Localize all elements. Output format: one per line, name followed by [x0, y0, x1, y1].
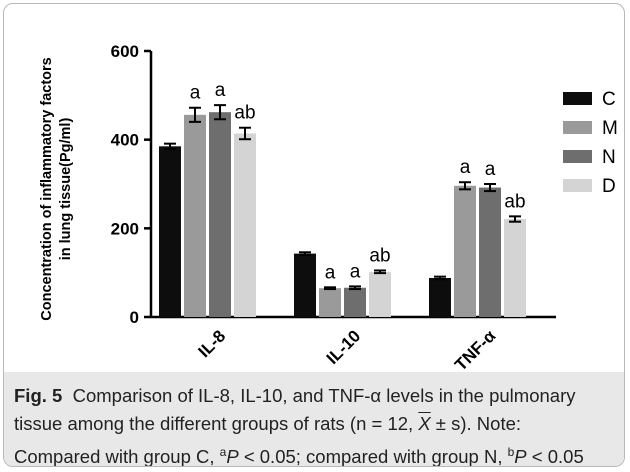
caption-line-3: Compared with group C, aP < 0.05; compar… — [14, 438, 612, 467]
caption-sup-b: b — [507, 445, 515, 459]
x-tick-label: TNF-α — [451, 326, 500, 372]
x-tick-label: IL-8 — [195, 326, 230, 361]
y-tick-label: 600 — [111, 42, 139, 61]
y-tick-label: 0 — [130, 308, 139, 327]
figure-frame: 0 200 400 600 Concentration of inflammatory … — [3, 3, 625, 467]
significance-label: ab — [234, 103, 255, 124]
significance-label: a — [350, 261, 361, 282]
figure-caption: Fig. 5 Comparison of IL-8, IL-10, and TN… — [4, 372, 624, 467]
caption-text-1: Comparison of IL-8, IL-10, and TNF-α lev… — [72, 385, 576, 406]
legend-swatch-D — [563, 179, 592, 192]
bar-M-2 — [454, 185, 476, 317]
figure-label: Fig. 5 — [14, 385, 63, 406]
caption-sup-a: a — [219, 445, 227, 459]
significance-label: a — [215, 80, 226, 101]
significance-label: a — [325, 262, 336, 283]
y-tick-label: 400 — [111, 131, 139, 150]
x-tick-label: IL-10 — [323, 326, 364, 367]
significance-label: a — [190, 83, 201, 104]
caption-line-1: Fig. 5 Comparison of IL-8, IL-10, and TN… — [14, 382, 612, 410]
bar-N-2 — [479, 187, 501, 317]
y-tick-label: 200 — [111, 219, 139, 238]
legend-swatch-N — [563, 150, 592, 163]
bar-D-2 — [504, 219, 526, 317]
caption-text-2a: tissue among the different groups of rat… — [14, 413, 419, 434]
bar-C-1 — [294, 253, 316, 317]
bar-D-0 — [234, 133, 256, 317]
legend-swatch-C — [563, 92, 592, 105]
legend-label-D: D — [602, 176, 616, 197]
legend-label-C: C — [602, 89, 616, 110]
bar-C-0 — [159, 146, 181, 317]
y-axis-title-line2: in lung tissue(Pg/ml) — [58, 118, 74, 261]
bar-D-1 — [369, 271, 391, 317]
caption-text-3b: < 0.05; compared with group N, — [238, 446, 508, 467]
caption-mean-symbol: X — [418, 413, 431, 434]
significance-label: ab — [369, 245, 390, 266]
bar-N-1 — [344, 287, 366, 317]
bar-chart: 0 200 400 600 Concentration of inflammatory … — [39, 42, 618, 372]
caption-p1: P — [226, 446, 239, 467]
significance-label: a — [460, 157, 471, 178]
bar-N-0 — [209, 112, 231, 318]
caption-line-2: tissue among the different groups of rat… — [14, 410, 612, 438]
bar-M-0 — [184, 114, 206, 317]
bar-C-2 — [429, 277, 451, 317]
bar-M-1 — [319, 288, 341, 317]
caption-text-3a: Compared with group C, — [14, 446, 220, 467]
legend-label-N: N — [602, 147, 616, 168]
significance-label: a — [485, 159, 496, 180]
caption-p2: P — [514, 446, 527, 467]
y-axis-title-line1: Concentration of inflammatory factors — [39, 57, 55, 320]
caption-text-2b: ± s). Note: — [430, 413, 522, 434]
legend-label-M: M — [602, 118, 618, 139]
significance-label: ab — [504, 191, 525, 212]
caption-text-3c: < 0.05 — [526, 446, 584, 467]
legend-swatch-M — [563, 121, 592, 134]
